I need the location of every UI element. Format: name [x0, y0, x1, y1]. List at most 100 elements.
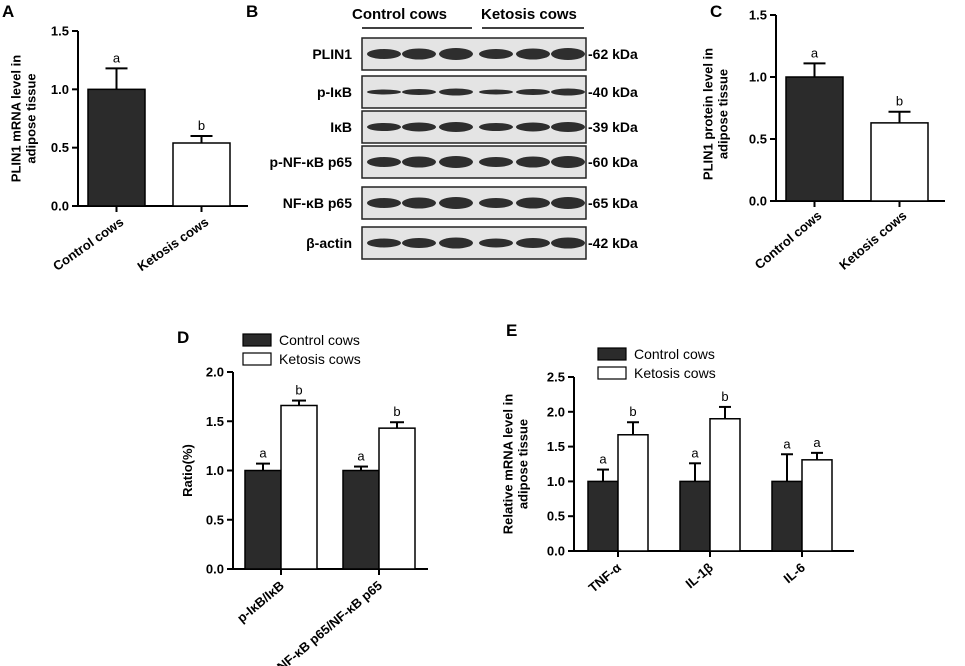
y-tick-label: 0.5: [206, 512, 224, 527]
y-tick-label: 0.0: [51, 199, 69, 214]
blot-protein-label: β-actin: [306, 235, 352, 251]
blot-protein-label: NF-κB p65: [283, 195, 352, 211]
panel-label-c: C: [710, 2, 722, 21]
bar: [771, 480, 803, 552]
y-axis-label: PLIN1 mRNA level inadipose tissue: [9, 55, 39, 182]
blot-band: [551, 122, 585, 132]
blot-band: [516, 156, 550, 168]
blot-size-label: -65 kDa: [588, 195, 638, 211]
legend-label: Control cows: [634, 346, 715, 362]
blot-band: [479, 157, 513, 167]
legend-swatch: [597, 366, 627, 380]
significance-label: a: [691, 445, 699, 460]
panel-label-e: E: [506, 321, 517, 340]
category-label: Ketosis cows: [135, 214, 212, 274]
legend-label: Control cows: [279, 332, 360, 348]
blot-band: [479, 238, 513, 248]
blot-band: [516, 197, 550, 209]
y-tick-label: 0.5: [749, 132, 767, 147]
significance-label: a: [811, 45, 819, 60]
blot-band: [367, 238, 401, 248]
y-tick-label: 1.5: [51, 24, 69, 39]
blot-protein-label: p-IκB: [317, 84, 352, 100]
y-tick-label: 0.0: [547, 544, 565, 559]
blot-band: [551, 197, 585, 209]
blot-band: [367, 198, 401, 208]
blot-band: [479, 123, 513, 131]
blot-band: [439, 48, 473, 60]
significance-label: b: [721, 389, 728, 404]
blot-band: [551, 237, 585, 249]
blot-band: [516, 89, 550, 95]
blot-size-label: -40 kDa: [588, 84, 638, 100]
bar: [378, 427, 416, 570]
blot-band: [367, 157, 401, 167]
bar: [801, 459, 833, 552]
blot-size-label: -42 kDa: [588, 235, 638, 251]
blot-band: [439, 88, 473, 96]
blot-band: [439, 237, 473, 249]
category-label: Ketosis cows: [836, 208, 909, 273]
y-tick-label: 1.5: [206, 414, 224, 429]
y-axis-label-line: Ratio(%): [180, 444, 195, 497]
significance-label: b: [629, 404, 636, 419]
bar: [870, 122, 929, 202]
y-tick-label: 0.5: [51, 140, 69, 155]
blot-band: [367, 49, 401, 59]
y-tick-label: 2.0: [547, 404, 565, 419]
blot-band: [479, 49, 513, 59]
significance-label: b: [198, 118, 205, 133]
category-label: TNF-α: [585, 560, 623, 596]
blot-size-label: -62 kDa: [588, 46, 638, 62]
blot-band: [402, 89, 436, 95]
blot-band: [439, 122, 473, 132]
category-label: IL-1β: [683, 560, 716, 591]
blot-size-label: -39 kDa: [588, 119, 638, 135]
y-tick-label: 1.0: [749, 70, 767, 85]
blot-band: [402, 238, 436, 248]
y-axis-label-line: adipose tissue: [516, 419, 531, 509]
y-tick-label: 1.5: [547, 439, 565, 454]
panel-a: A 0.0 0.5 1.0 1.5 PLIN1 mRNA level inadipose …: [2, 2, 248, 274]
bar: [785, 76, 844, 202]
blot-band: [551, 156, 585, 168]
y-tick-label: 0.5: [547, 509, 565, 524]
blot-band: [402, 48, 436, 60]
bar: [679, 480, 711, 552]
blot-band: [367, 89, 401, 95]
bar: [709, 418, 741, 552]
legend-label: Ketosis cows: [634, 365, 716, 381]
bar: [280, 404, 318, 570]
blot-band: [439, 156, 473, 168]
blot-band: [551, 88, 585, 96]
legend-label: Ketosis cows: [279, 351, 361, 367]
blot-protein-label: IκB: [330, 119, 352, 135]
y-axis-label-line: PLIN1 protein level in: [701, 48, 716, 180]
significance-label: a: [599, 452, 607, 467]
significance-label: a: [113, 50, 121, 65]
y-axis-label-line: adipose tissue: [716, 69, 731, 159]
significance-label: b: [295, 383, 302, 398]
blot-group-label: Ketosis cows: [481, 6, 577, 23]
significance-label: a: [783, 436, 791, 451]
y-tick-label: 0.0: [749, 194, 767, 209]
y-tick-label: 1.0: [51, 82, 69, 97]
blot-band: [516, 48, 550, 60]
y-tick-label: 1.0: [206, 463, 224, 478]
significance-label: a: [357, 449, 365, 464]
significance-label: b: [896, 94, 903, 109]
bar: [342, 469, 380, 570]
blot-band: [402, 197, 436, 209]
bar: [617, 434, 649, 552]
panel-e: E 0.0 0.5 1.0 1.5 2.0 2.5 Relative mRNA level i…: [501, 321, 854, 596]
legend-swatch: [242, 352, 272, 366]
blot-group-label: Control cows: [352, 6, 447, 23]
panel-c: C 0.0 0.5 1.0 1.5 PLIN1 protein level inadipo…: [701, 2, 945, 273]
category-label: IL-6: [781, 560, 808, 586]
blot-band: [516, 122, 550, 132]
y-axis-label: PLIN1 protein level inadipose tissue: [701, 48, 731, 180]
blot-band: [439, 197, 473, 209]
y-axis-label: Ratio(%): [180, 444, 195, 497]
